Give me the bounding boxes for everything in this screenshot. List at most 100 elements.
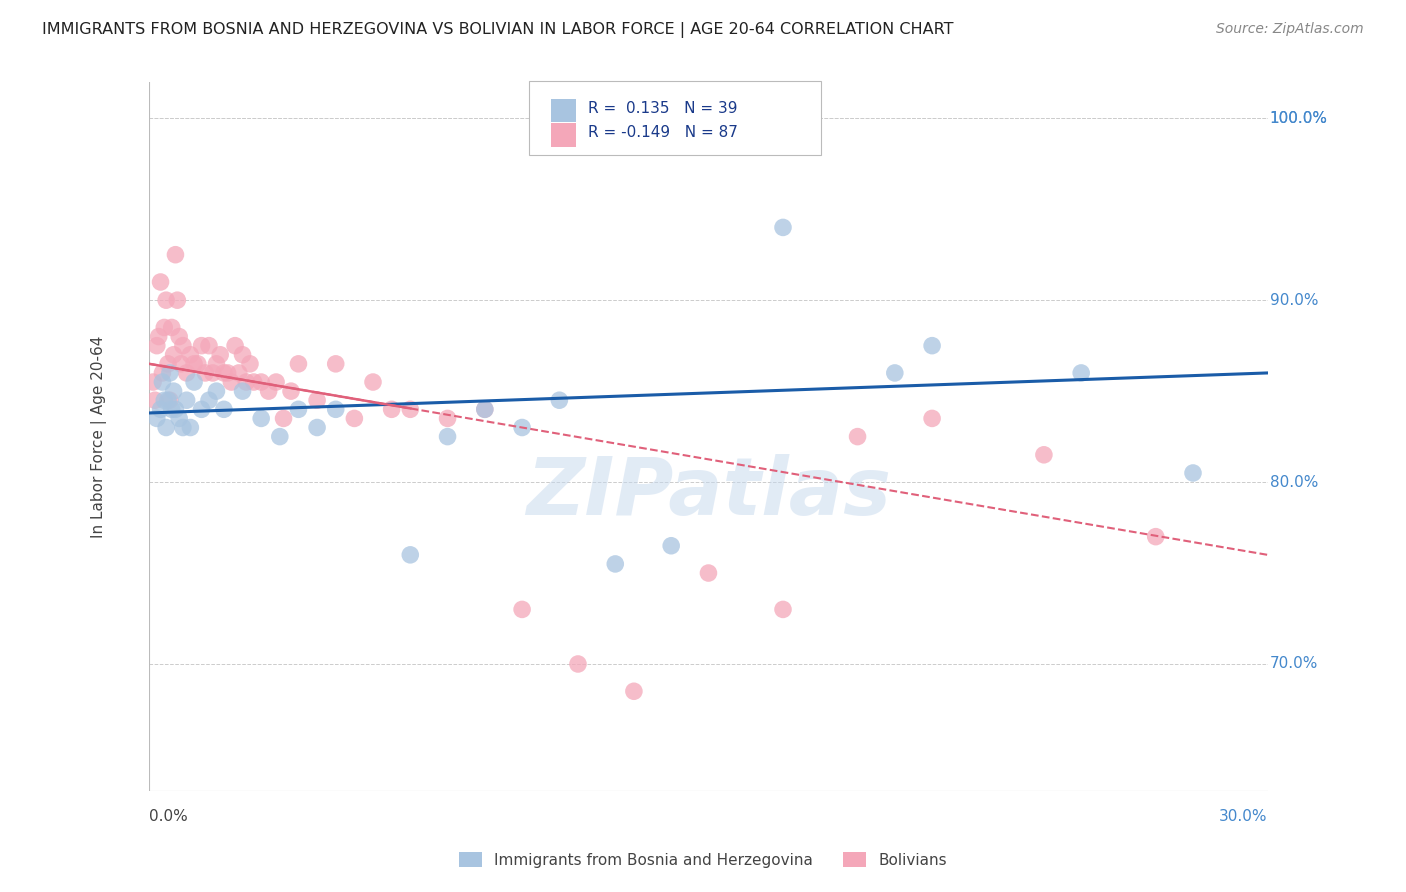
Point <box>179 420 201 434</box>
Point <box>232 348 254 362</box>
Point <box>146 411 169 425</box>
Text: R =  0.135   N = 39: R = 0.135 N = 39 <box>588 101 737 116</box>
Point <box>205 384 228 398</box>
Text: 0.0%: 0.0% <box>149 809 188 824</box>
Point <box>162 384 184 398</box>
Point <box>217 366 239 380</box>
Text: 90.0%: 90.0% <box>1270 293 1319 308</box>
Point <box>436 411 458 425</box>
Point <box>235 375 257 389</box>
Point <box>183 375 205 389</box>
Point <box>921 411 943 425</box>
Point <box>183 357 205 371</box>
Text: 80.0%: 80.0% <box>1270 475 1319 490</box>
Point <box>155 293 177 308</box>
Point <box>142 375 165 389</box>
Text: IMMIGRANTS FROM BOSNIA AND HERZEGOVINA VS BOLIVIAN IN LABOR FORCE | AGE 20-64 CO: IMMIGRANTS FROM BOSNIA AND HERZEGOVINA V… <box>42 22 953 38</box>
Point <box>287 357 309 371</box>
Point <box>201 366 224 380</box>
Point <box>172 420 194 434</box>
Point <box>269 429 291 443</box>
Point <box>167 329 190 343</box>
Point <box>205 357 228 371</box>
Point <box>325 402 347 417</box>
Point <box>659 539 682 553</box>
Point <box>190 339 212 353</box>
Text: 30.0%: 30.0% <box>1219 809 1268 824</box>
Text: In Labor Force | Age 20-64: In Labor Force | Age 20-64 <box>91 335 107 538</box>
Point <box>187 357 209 371</box>
Point <box>436 429 458 443</box>
Point <box>1144 530 1167 544</box>
Text: Source: ZipAtlas.com: Source: ZipAtlas.com <box>1216 22 1364 37</box>
Point <box>221 375 243 389</box>
Point <box>194 366 217 380</box>
Point <box>921 339 943 353</box>
Point <box>567 657 589 671</box>
Point <box>159 366 181 380</box>
Text: 70.0%: 70.0% <box>1270 657 1319 672</box>
Point <box>257 384 280 398</box>
Point <box>399 548 422 562</box>
Point <box>623 684 645 698</box>
Point <box>179 348 201 362</box>
Point <box>156 393 179 408</box>
Point <box>1070 366 1092 380</box>
Point <box>1032 448 1054 462</box>
Point <box>160 320 183 334</box>
Point <box>280 384 302 398</box>
Point <box>548 393 571 408</box>
Point <box>172 339 194 353</box>
Point <box>160 402 183 417</box>
Point <box>176 366 198 380</box>
Point <box>166 293 188 308</box>
Point <box>212 402 235 417</box>
Point <box>155 420 177 434</box>
Point <box>176 393 198 408</box>
Point <box>399 402 422 417</box>
Point <box>152 366 174 380</box>
Point <box>772 602 794 616</box>
Point <box>165 248 187 262</box>
Point <box>232 384 254 398</box>
Point <box>510 420 533 434</box>
Point <box>228 366 250 380</box>
Point <box>697 566 720 580</box>
Point <box>156 357 179 371</box>
Text: 100.0%: 100.0% <box>1270 111 1327 126</box>
Point <box>212 366 235 380</box>
Point <box>198 393 221 408</box>
Point <box>273 411 295 425</box>
Text: ZIPatlas: ZIPatlas <box>526 454 891 533</box>
Point <box>198 339 221 353</box>
Point <box>159 393 181 408</box>
Point <box>307 393 329 408</box>
Point <box>474 402 496 417</box>
Point <box>165 402 187 417</box>
Legend: Immigrants from Bosnia and Herzegovina, Bolivians: Immigrants from Bosnia and Herzegovina, … <box>453 846 953 873</box>
Point <box>209 348 232 362</box>
Point <box>605 557 627 571</box>
Point <box>152 375 174 389</box>
Point <box>239 357 262 371</box>
Point <box>153 320 176 334</box>
Text: R = -0.149   N = 87: R = -0.149 N = 87 <box>588 126 738 140</box>
Point <box>846 429 869 443</box>
Point <box>325 357 347 371</box>
Point <box>148 329 170 343</box>
Point <box>250 375 273 389</box>
Point <box>343 411 366 425</box>
Point <box>883 366 905 380</box>
Text: 100.0%: 100.0% <box>1270 111 1327 126</box>
Point <box>143 393 166 408</box>
Point <box>146 339 169 353</box>
Point <box>190 402 212 417</box>
Point <box>772 220 794 235</box>
Point <box>287 402 309 417</box>
Point <box>170 357 193 371</box>
Point <box>149 402 172 417</box>
Point <box>361 375 384 389</box>
Point <box>242 375 264 389</box>
Point <box>510 602 533 616</box>
Point <box>307 420 329 434</box>
